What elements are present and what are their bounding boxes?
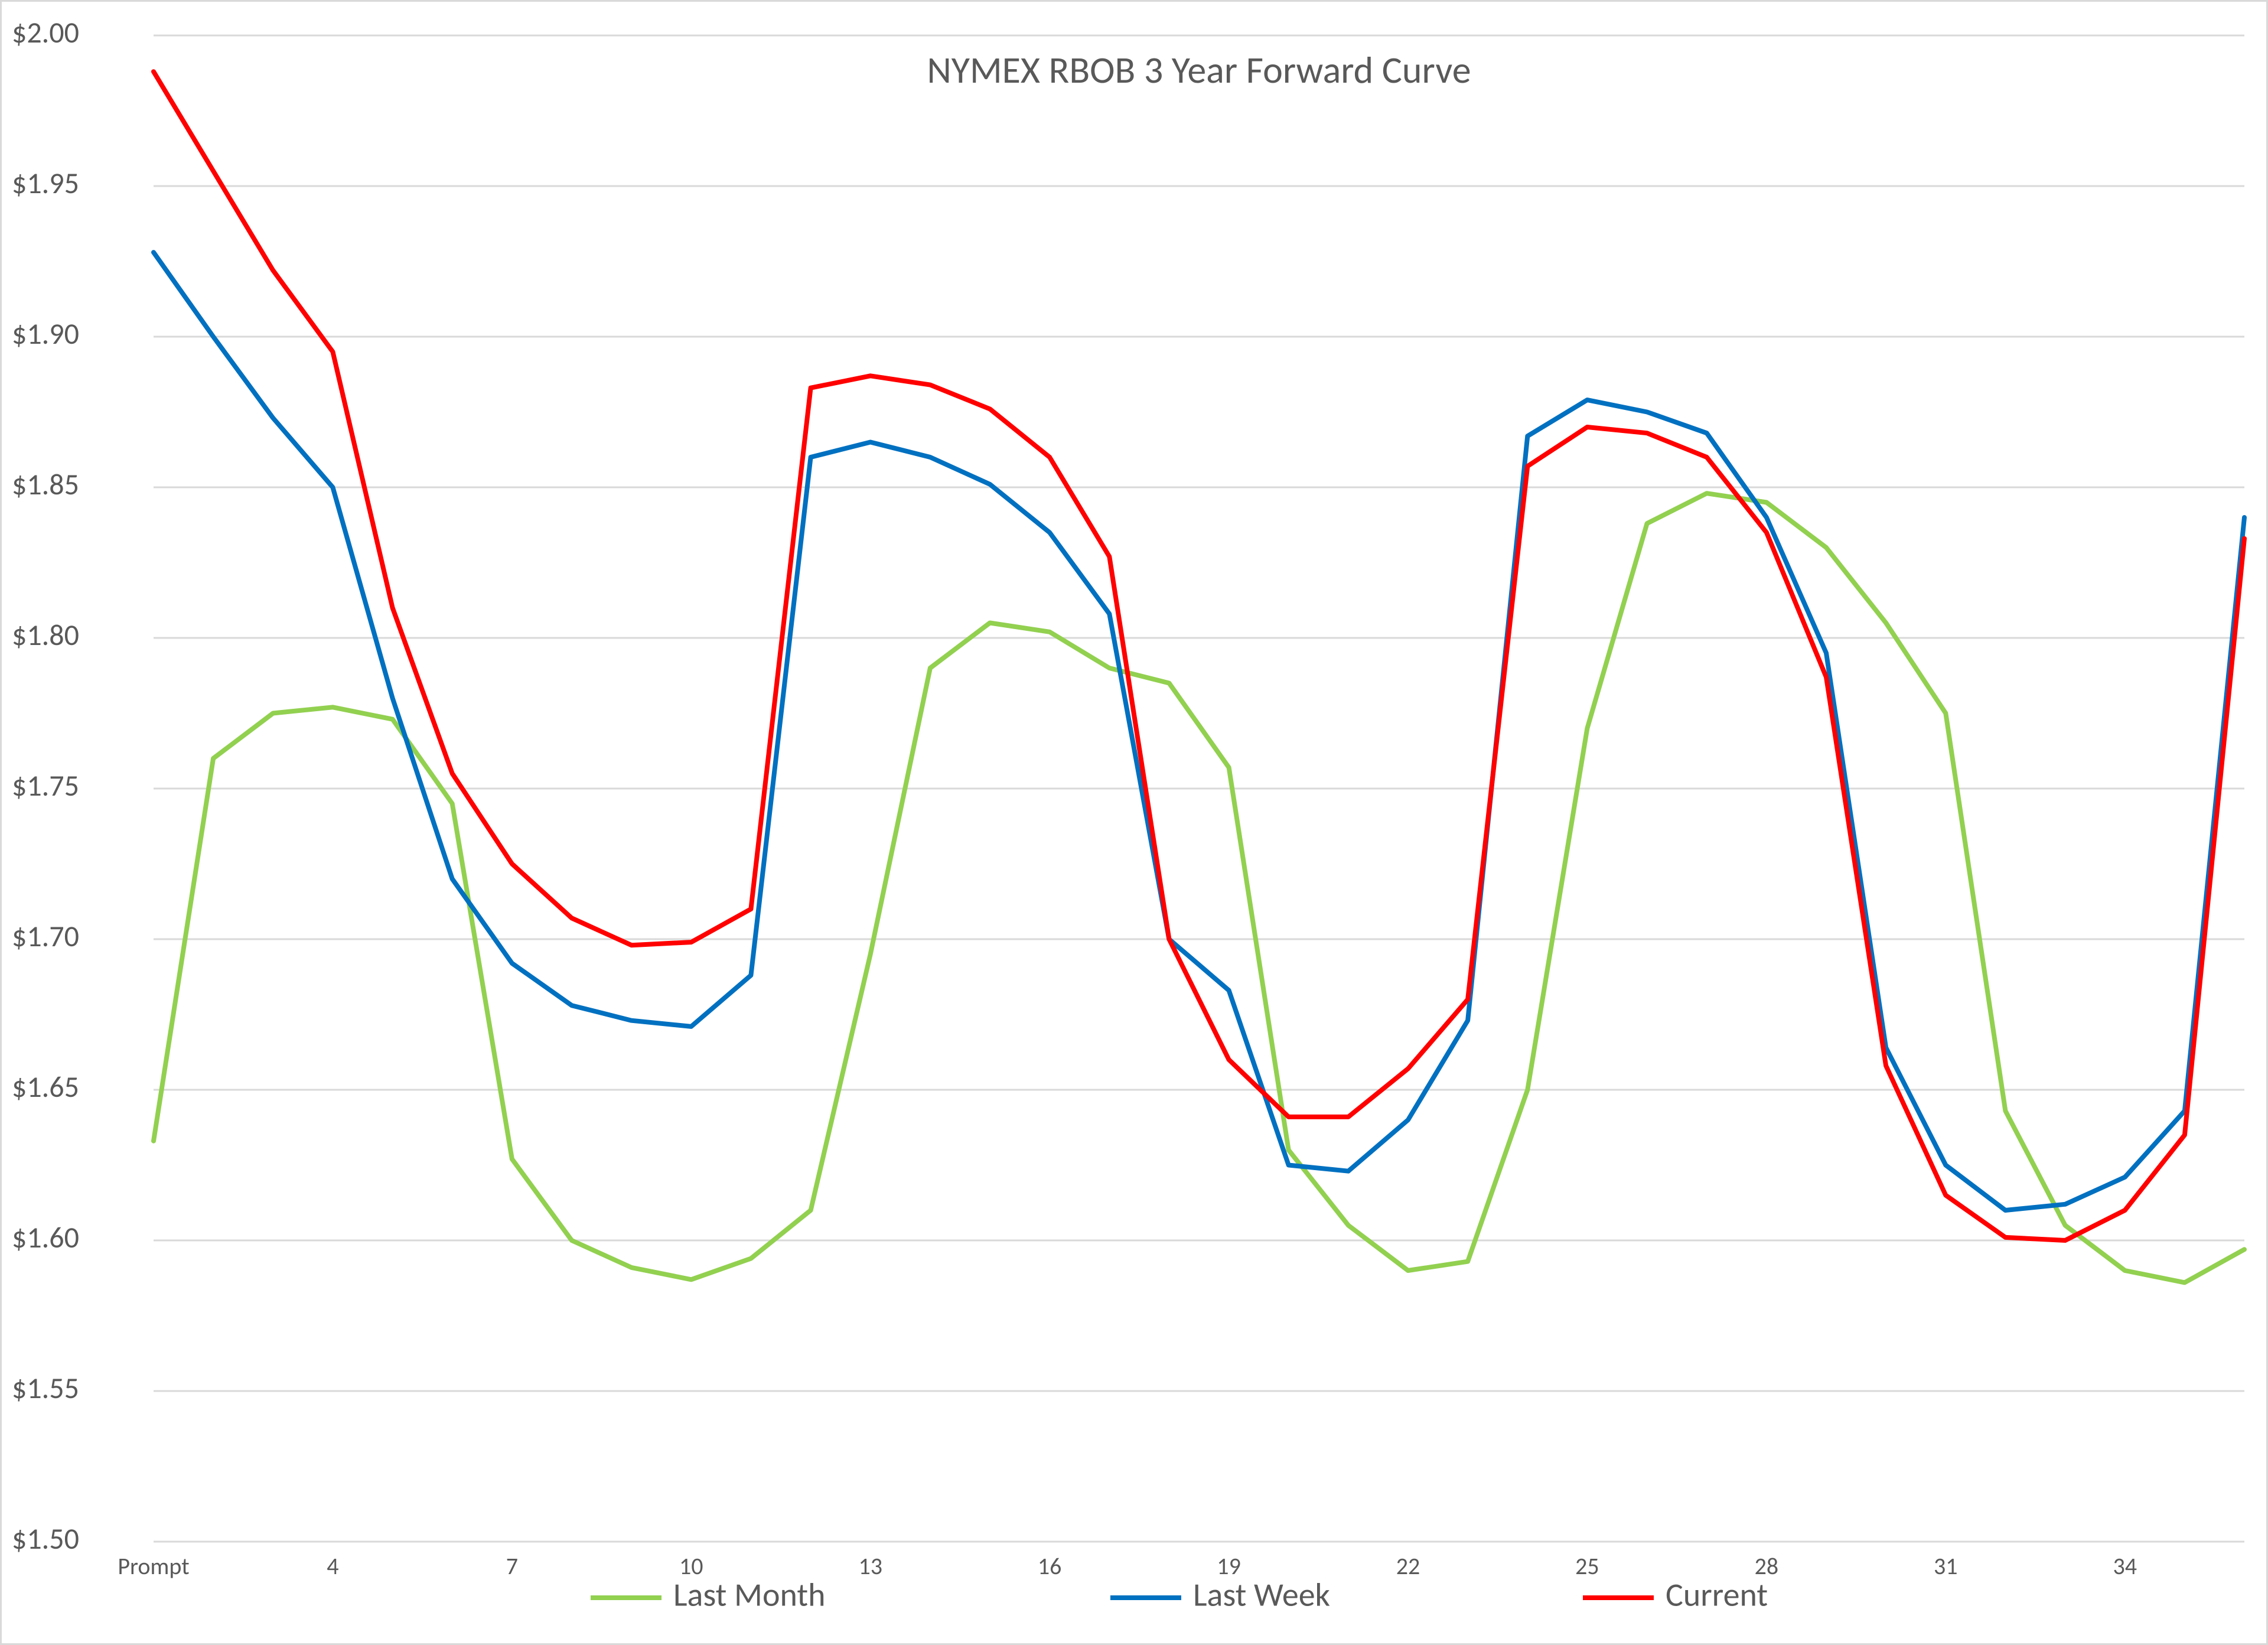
chart-container: $1.50 $1.55 $1.60 $1.65 $1.70 $1.75 $1.80 $1.85… bbox=[0, 0, 2268, 1645]
legend-label: Current bbox=[1666, 1575, 1768, 1615]
chart-title: NYMEX RBOB 3 Year Forward Curve bbox=[927, 47, 1471, 93]
legend-label: Last Month bbox=[673, 1575, 826, 1615]
legend-label: Last Week bbox=[1193, 1575, 1330, 1615]
x-tick-label: 22 bbox=[1396, 1552, 1420, 1581]
y-tick-label: $1.50 bbox=[12, 1521, 79, 1557]
x-tick-label: 16 bbox=[1038, 1552, 1062, 1581]
y-tick-label: $1.70 bbox=[12, 918, 79, 955]
y-tick-label: $2.00 bbox=[12, 15, 79, 51]
x-tick-label: 25 bbox=[1575, 1552, 1599, 1581]
line-chart: $1.50 $1.55 $1.60 $1.65 $1.70 $1.75 $1.80 $1.85… bbox=[0, 0, 2268, 1645]
y-tick-label: $1.75 bbox=[12, 768, 79, 804]
y-tick-label: $1.95 bbox=[12, 165, 79, 201]
x-tick-label: 13 bbox=[858, 1552, 882, 1581]
y-tick-label: $1.80 bbox=[12, 617, 79, 653]
x-tick-label: Prompt bbox=[118, 1552, 189, 1581]
x-tick-label: 34 bbox=[2113, 1552, 2137, 1581]
x-tick-label: 31 bbox=[1934, 1552, 1958, 1581]
y-tick-label: $1.60 bbox=[12, 1220, 79, 1256]
y-tick-label: $1.65 bbox=[12, 1069, 79, 1105]
x-tick-label: 7 bbox=[506, 1552, 518, 1581]
y-tick-label: $1.90 bbox=[12, 316, 79, 352]
y-tick-label: $1.55 bbox=[12, 1370, 79, 1406]
chart-bg bbox=[0, 0, 2268, 1645]
x-tick-label: 4 bbox=[327, 1552, 338, 1581]
y-tick-label: $1.85 bbox=[12, 467, 79, 503]
